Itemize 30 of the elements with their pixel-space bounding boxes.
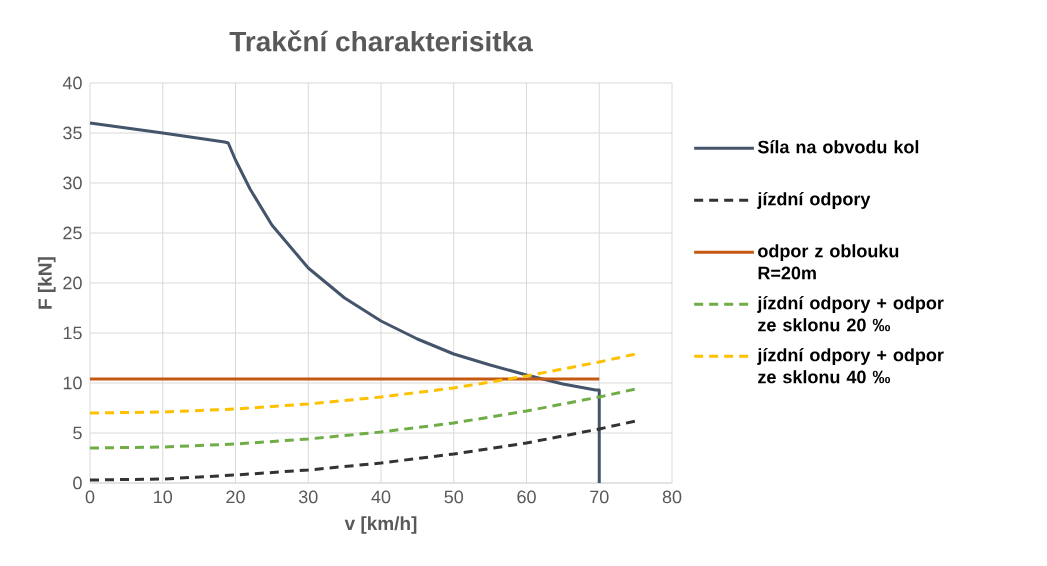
x-tick-label: 10 [154,490,173,504]
y-axis-title: F [kN] [37,257,56,309]
legend-label: jízdní odpory + odpor ze sklonu 20 ‰ [757,296,944,332]
line-series [88,387,638,450]
line-series [88,121,601,485]
y-tick-label: 30 [63,176,82,190]
x-tick-label: 80 [662,490,682,504]
x-tick-label: 60 [517,490,536,504]
y-tick-label: 35 [63,126,82,140]
x-tick-label: 20 [226,490,245,504]
legend-label: Síla na obvodu kol [757,140,919,154]
y-tick-label: 10 [63,376,82,390]
line-series [88,352,638,415]
chart-title: Trakční charakterisitka [229,30,533,52]
y-tick-label: 0 [73,476,82,490]
y-tick-label: 5 [73,426,82,440]
x-tick-label: 0 [85,490,95,504]
line-series [88,419,638,482]
x-tick-label: 70 [590,490,609,504]
y-tick-label: 15 [63,326,82,340]
y-tick-label: 40 [62,76,82,90]
x-axis-title: v [km/h] [344,516,417,534]
legend-label: jízdní odpory [757,192,871,209]
y-tick-label: 25 [63,226,82,240]
x-tick-label: 30 [298,490,318,504]
legend-label: odpor z oblouku R=20m [758,244,899,280]
legend-label: jízdní odpory + odpor ze sklonu 40 ‰ [757,348,944,384]
x-tick-label: 40 [371,490,391,504]
y-tick-label: 20 [63,276,82,290]
x-tick-label: 50 [444,490,464,504]
